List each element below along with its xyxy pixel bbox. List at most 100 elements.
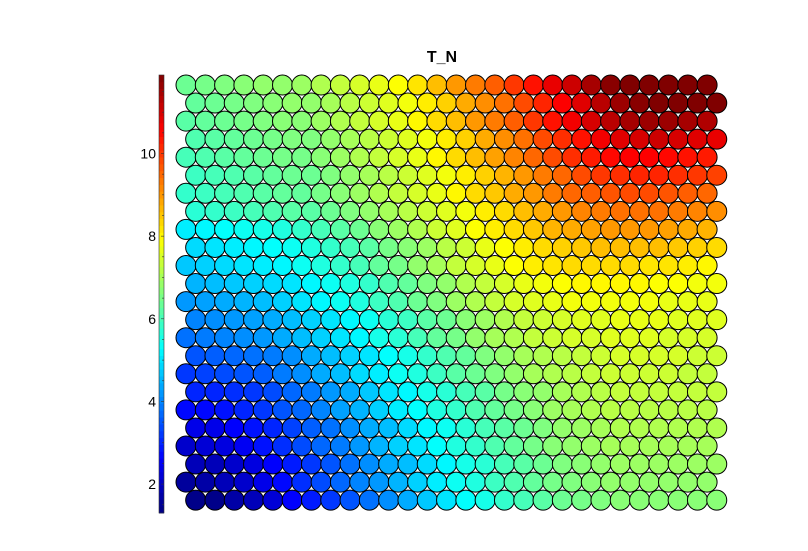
hex-cell	[484, 471, 506, 493]
colorbar-segment	[159, 170, 164, 179]
hex-cell	[648, 309, 670, 331]
hex-cell	[339, 200, 361, 222]
hex-cell	[561, 110, 583, 132]
hex-cell	[243, 381, 265, 403]
hex-cell	[532, 92, 554, 114]
hex-cell	[243, 92, 265, 114]
hex-cell	[503, 218, 525, 240]
hex-cell	[465, 146, 486, 168]
hex-cell	[320, 381, 342, 403]
colorbar-segment	[159, 198, 164, 206]
hex-cell	[281, 309, 303, 331]
hex-cell	[262, 381, 284, 403]
hex-cell	[407, 435, 429, 457]
hex-cell	[522, 74, 544, 96]
hex-cell	[262, 273, 284, 295]
hex-cell	[503, 74, 525, 96]
hex-cell	[590, 381, 612, 403]
hex-cell	[561, 291, 583, 313]
hex-cell	[600, 399, 622, 421]
hex-cell	[455, 236, 477, 258]
hex-cell	[542, 363, 564, 385]
hex-cell	[513, 417, 535, 439]
hex-cell	[445, 218, 467, 240]
hex-cell	[320, 92, 342, 114]
hex-cell	[648, 273, 670, 295]
hex-cell	[542, 218, 564, 240]
hex-cell	[629, 164, 651, 186]
colorbar-segment	[159, 451, 164, 459]
colorbar-segment	[159, 184, 164, 192]
hex-cell	[358, 345, 380, 367]
hex-cell	[465, 471, 486, 493]
hex-cell-grid	[175, 74, 728, 511]
hex-cell	[445, 255, 467, 276]
hex-cell	[281, 453, 303, 475]
hex-cell	[474, 345, 496, 367]
hex-cell	[638, 218, 660, 240]
hex-cell	[542, 74, 564, 96]
hex-cell	[185, 489, 207, 511]
hex-cell	[291, 291, 313, 313]
hex-cell	[243, 164, 265, 186]
hex-cell	[349, 291, 371, 313]
hex-cell	[658, 218, 679, 240]
hex-cell	[378, 489, 400, 511]
colorbar-segment	[159, 417, 164, 425]
hex-cell	[252, 146, 274, 168]
hex-cell	[503, 435, 525, 457]
hex-cell	[397, 128, 419, 150]
hex-cell	[204, 489, 226, 511]
hex-cell	[223, 417, 245, 439]
hex-cell	[696, 327, 718, 349]
hex-cell	[358, 309, 380, 331]
hex-cell	[706, 92, 728, 114]
hex-cell	[291, 74, 313, 96]
hex-cell	[590, 200, 612, 222]
hex-cell	[609, 489, 631, 511]
hex-cell	[300, 345, 322, 367]
hex-cell	[175, 363, 197, 385]
hex-cell	[696, 399, 718, 421]
hex-cell	[658, 146, 679, 168]
colorbar-segment	[159, 81, 164, 90]
hex-cell	[648, 128, 670, 150]
colorbar-segment	[159, 239, 164, 247]
hex-cell	[580, 399, 602, 421]
hex-cell	[696, 255, 718, 276]
hex-cell	[175, 146, 197, 168]
hex-cell	[551, 417, 573, 439]
hex-cell	[706, 345, 728, 367]
hex-cell	[407, 291, 429, 313]
hex-cell	[551, 128, 573, 150]
hex-cell	[474, 236, 496, 258]
hex-cell	[300, 200, 322, 222]
hex-cell	[590, 453, 612, 475]
hex-cell	[233, 74, 255, 96]
hex-cell	[329, 327, 351, 349]
hex-cell	[513, 164, 535, 186]
hex-cell	[272, 182, 293, 204]
hex-cell	[426, 435, 448, 457]
hex-cell	[590, 128, 612, 150]
hex-cell	[407, 146, 429, 168]
hex-cell	[204, 381, 226, 403]
hex-cell	[223, 273, 245, 295]
hex-cell	[320, 273, 342, 295]
hex-cell	[243, 273, 265, 295]
hex-cell	[233, 182, 255, 204]
hex-cell	[416, 453, 438, 475]
hex-cell	[648, 381, 670, 403]
hex-cell	[272, 218, 293, 240]
hex-cell	[349, 471, 371, 493]
hex-cell	[291, 363, 313, 385]
hex-cell	[532, 200, 554, 222]
hex-cell	[667, 309, 689, 331]
colorbar-segment	[159, 506, 164, 514]
hex-cell	[677, 471, 699, 493]
hex-cell	[542, 255, 564, 276]
hex-cell	[542, 327, 564, 349]
hex-cell	[243, 345, 265, 367]
hex-cell	[416, 273, 438, 295]
hex-cell	[465, 291, 486, 313]
